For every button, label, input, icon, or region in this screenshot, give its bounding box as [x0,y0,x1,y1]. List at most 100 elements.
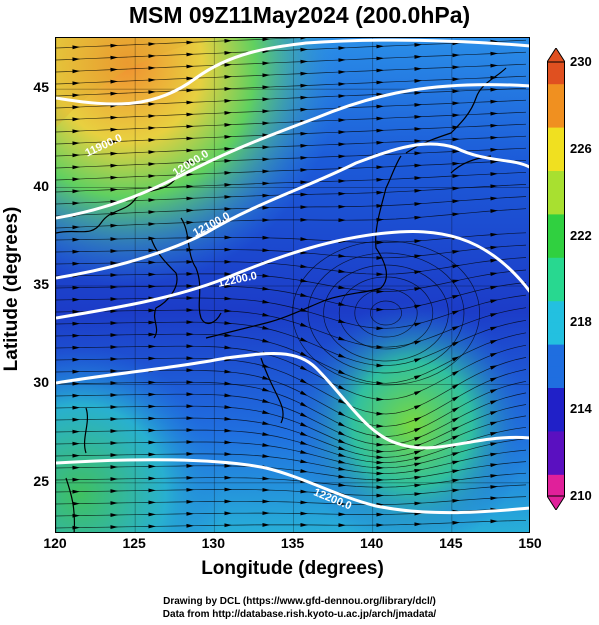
streamline-arrow [224,98,232,103]
streamline-arrow [224,428,232,433]
streamline-arrow [414,462,422,467]
streamline-arrow [224,345,232,350]
geopotential-contours [56,38,529,515]
streamline-arrow [414,417,422,422]
streamline-arrow [110,237,118,242]
streamline-arrow [186,88,194,93]
streamline-arrow [186,452,194,456]
streamline-arrow [262,511,270,516]
streamline-arrow [72,57,80,62]
streamline-arrow [338,459,346,464]
streamline-arrow [414,501,422,506]
streamline-arrow [224,284,232,289]
streamline-arrow [148,78,156,83]
colorbar-segment [547,224,565,237]
streamline-arrow [110,501,118,506]
streamline-arrow [490,245,498,250]
streamline-arrow [338,118,346,123]
contour-line [56,230,529,320]
colorbar-segment [547,300,565,313]
streamline-arrow [414,404,422,410]
colorbar-segment [547,474,565,486]
streamline-arrow [376,363,384,368]
streamline-arrow [72,453,80,458]
streamline-arrow [338,512,346,517]
streamline [56,461,527,481]
streamline [56,257,527,275]
streamline-arrow [186,100,194,105]
streamline-arrow [376,424,384,428]
streamline-arrow [110,79,118,84]
streamline-arrow [338,46,346,51]
streamline-arrow [224,235,232,240]
streamline-arrow [72,81,80,86]
streamline-arrow [414,436,422,442]
contour-line [56,352,529,450]
streamline-arrow [452,407,460,413]
streamline-arrow [72,465,80,470]
streamline-arrow [376,204,384,208]
streamline-arrow [186,523,194,528]
streamline-arrow [490,111,498,116]
streamline-arrow [110,441,118,446]
streamline-arrow [148,356,156,361]
streamline-arrow [262,235,270,240]
streamline-arrow [224,134,232,139]
streamline-arrow [490,99,498,104]
colorbar-segment [547,365,565,378]
streamline-arrow [72,357,80,362]
streamline-arrow [452,186,460,191]
streamline-arrow [186,464,194,468]
colorbar-segment [547,485,565,497]
streamline [56,332,527,384]
streamline-arrow [224,393,232,398]
streamline-arrow [262,432,270,436]
streamline-arrow [338,82,346,87]
streamline [56,75,527,97]
colorbar-frame [547,61,565,497]
streamline-arrow [186,40,194,45]
colorbar-segment [547,192,565,204]
streamline-arrow [338,269,346,274]
streamline-arrow [376,289,384,294]
streamline-arrow [148,66,156,71]
streamline-arrow [72,117,80,122]
streamline-arrow [490,123,498,128]
streamline-arrow [224,272,232,276]
streamline-arrow [262,476,270,481]
streamline-arrow [414,188,422,193]
map-title: MSM 09Z11May2024 (200.0hPa) [128,2,471,28]
colorbar-segment [547,181,565,193]
x-tick-label: 135 [280,535,305,551]
streamline-arrow [414,468,422,473]
streamline-arrow [376,44,384,49]
streamline-arrow [262,421,270,425]
colorbar-segment [547,170,565,182]
streamline-arrow [452,469,460,474]
streamline-arrow [262,38,270,42]
x-tick-label: 145 [439,535,463,551]
streamline-arrow [224,122,232,127]
streamline [56,123,527,145]
streamline-arrow [224,333,232,338]
streamline-arrow [452,460,460,465]
colorbar [547,48,565,510]
streamline-arrow [376,56,384,61]
streamline-arrow [338,452,346,457]
streamline-arrow [262,109,270,114]
streamline-arrow [376,92,384,97]
streamline-arrow [414,475,422,480]
streamline-arrow [490,172,498,176]
streamline-arrow [376,442,384,447]
streamline-arrow [300,237,308,242]
colorbar-segment [547,463,565,475]
streamline-arrow [110,139,118,144]
streamline-arrow [376,411,384,416]
streamline-arrow [186,511,194,516]
streamline-arrow [110,91,118,96]
streamline-arrow [262,157,270,162]
streamline-arrow [72,369,80,374]
streamline-arrow [376,478,384,482]
streamline-arrow [376,345,384,349]
streamline-arrow [262,443,270,447]
